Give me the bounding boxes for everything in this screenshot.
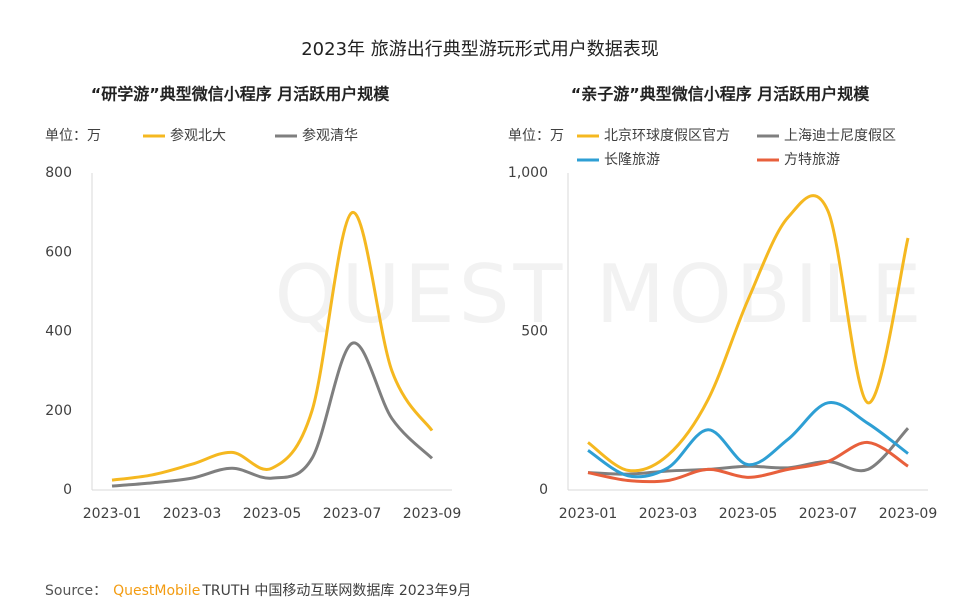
unit-label: 单位：万 [508,128,564,144]
unit-label: 单位：万 [45,128,101,144]
x-tick-label: 2023-05 [719,506,778,522]
legend-label: 方特旅游 [784,152,840,168]
x-tick-label: 2023-05 [243,506,302,522]
y-tick-label: 1,000 [508,165,548,181]
series-line [587,194,910,473]
y-tick-label: 0 [539,482,548,498]
chart-title: “研学游”典型微信小程序 月活跃用户规模 [91,85,391,104]
y-tick-label: 800 [45,165,72,181]
x-tick-label: 2023-01 [559,506,618,522]
page-title: 2023年 旅游出行典型游玩形式用户数据表现 [301,39,659,60]
legend-label: 参观清华 [302,127,358,144]
source: Source： QuestMobile TRUTH 中国移动互联网数据库 2023年… [45,583,471,599]
x-tick-label: 2023-09 [403,506,462,522]
y-tick-label: 400 [45,324,72,340]
source-brand: QuestMobile [113,583,200,599]
chart-title: “亲子游”典型微信小程序 月活跃用户规模 [571,85,871,104]
legend-label: 北京环球度假区官方 [604,128,730,144]
series-line [587,401,909,479]
x-tick-label: 2023-01 [83,506,142,522]
series-line [111,211,434,482]
y-tick-label: 200 [45,403,72,419]
source-text: TRUTH 中国移动互联网数据库 2023年9月 [201,583,471,599]
legend-label: 参观北大 [170,127,226,144]
x-tick-label: 2023-07 [799,506,858,522]
x-tick-label: 2023-09 [879,506,938,522]
series-line [587,440,909,484]
y-tick-label: 500 [521,324,548,340]
watermark: QUEST MOBILE [275,248,926,341]
series-line [111,341,434,488]
source-label: Source： [45,583,107,599]
y-tick-label: 600 [45,244,72,260]
series-line [587,427,910,476]
y-tick-label: 0 [63,482,72,498]
x-tick-label: 2023-03 [639,506,698,522]
x-tick-label: 2023-07 [323,506,382,522]
legend-label: 上海迪士尼度假区 [784,128,896,144]
x-tick-label: 2023-03 [163,506,222,522]
legend-label: 长隆旅游 [604,152,660,168]
